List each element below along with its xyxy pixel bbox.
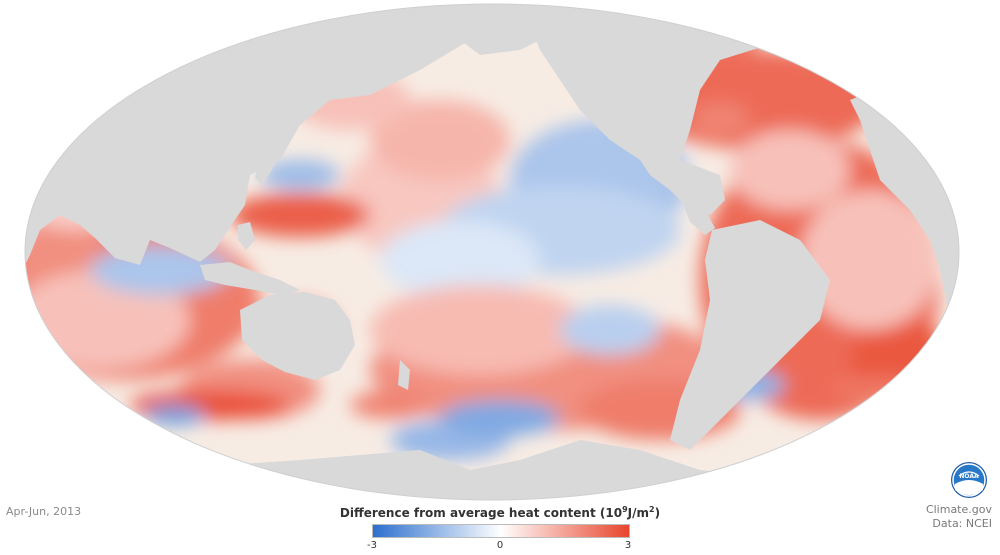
land-japan <box>255 140 283 185</box>
land-new-zealand <box>398 360 410 390</box>
legend-unit-exponent: 9 <box>622 505 628 514</box>
legend-unit-base: 10 <box>605 506 623 520</box>
legend-unit-exponent-2: 2 <box>649 505 655 514</box>
anomaly-south-pacific-center <box>370 285 590 375</box>
land-central-america <box>680 195 715 235</box>
noaa-logo: NOAA <box>951 462 987 498</box>
legend-title: Difference from average heat content (10… <box>339 505 661 520</box>
legend-tick-max: 3 <box>624 540 632 551</box>
globe-outline <box>24 3 960 501</box>
land-europe-africa-east <box>850 80 959 330</box>
anomaly-south-pacific-east <box>560 305 660 355</box>
land-philippines <box>238 222 255 250</box>
anomaly-kuroshio <box>260 160 340 190</box>
legend-color-bar <box>372 524 630 538</box>
anomaly-south-atlantic <box>800 190 940 330</box>
anomaly-southern-indian-west <box>145 405 205 425</box>
land-south-america <box>670 220 830 450</box>
anomaly-north-pacific-center <box>370 100 510 180</box>
anomaly-north-atlantic-west <box>690 102 750 138</box>
anomaly-tasman-sea <box>350 391 430 419</box>
anomaly-north-pacific-west <box>230 193 370 237</box>
credit-site: Climate.gov <box>925 503 992 516</box>
land-indonesia <box>200 262 300 296</box>
legend-unit: J/m <box>627 506 649 520</box>
legend-tick-min: -3 <box>367 540 377 551</box>
land-north-america <box>520 4 959 215</box>
date-label: Apr-Jun, 2013 <box>6 505 82 518</box>
credit-data: Data: NCEI <box>932 517 992 530</box>
anomaly-north-atlantic-center <box>730 130 850 210</box>
legend-title-text: Difference from average heat content <box>339 506 596 520</box>
anomaly-southern-ocean-pacific <box>440 400 560 436</box>
svg-text:NOAA: NOAA <box>959 473 979 480</box>
legend-tick-mid: 0 <box>496 540 504 551</box>
land-australia <box>240 292 355 380</box>
anomaly-tropical-pacific-center <box>380 220 540 300</box>
